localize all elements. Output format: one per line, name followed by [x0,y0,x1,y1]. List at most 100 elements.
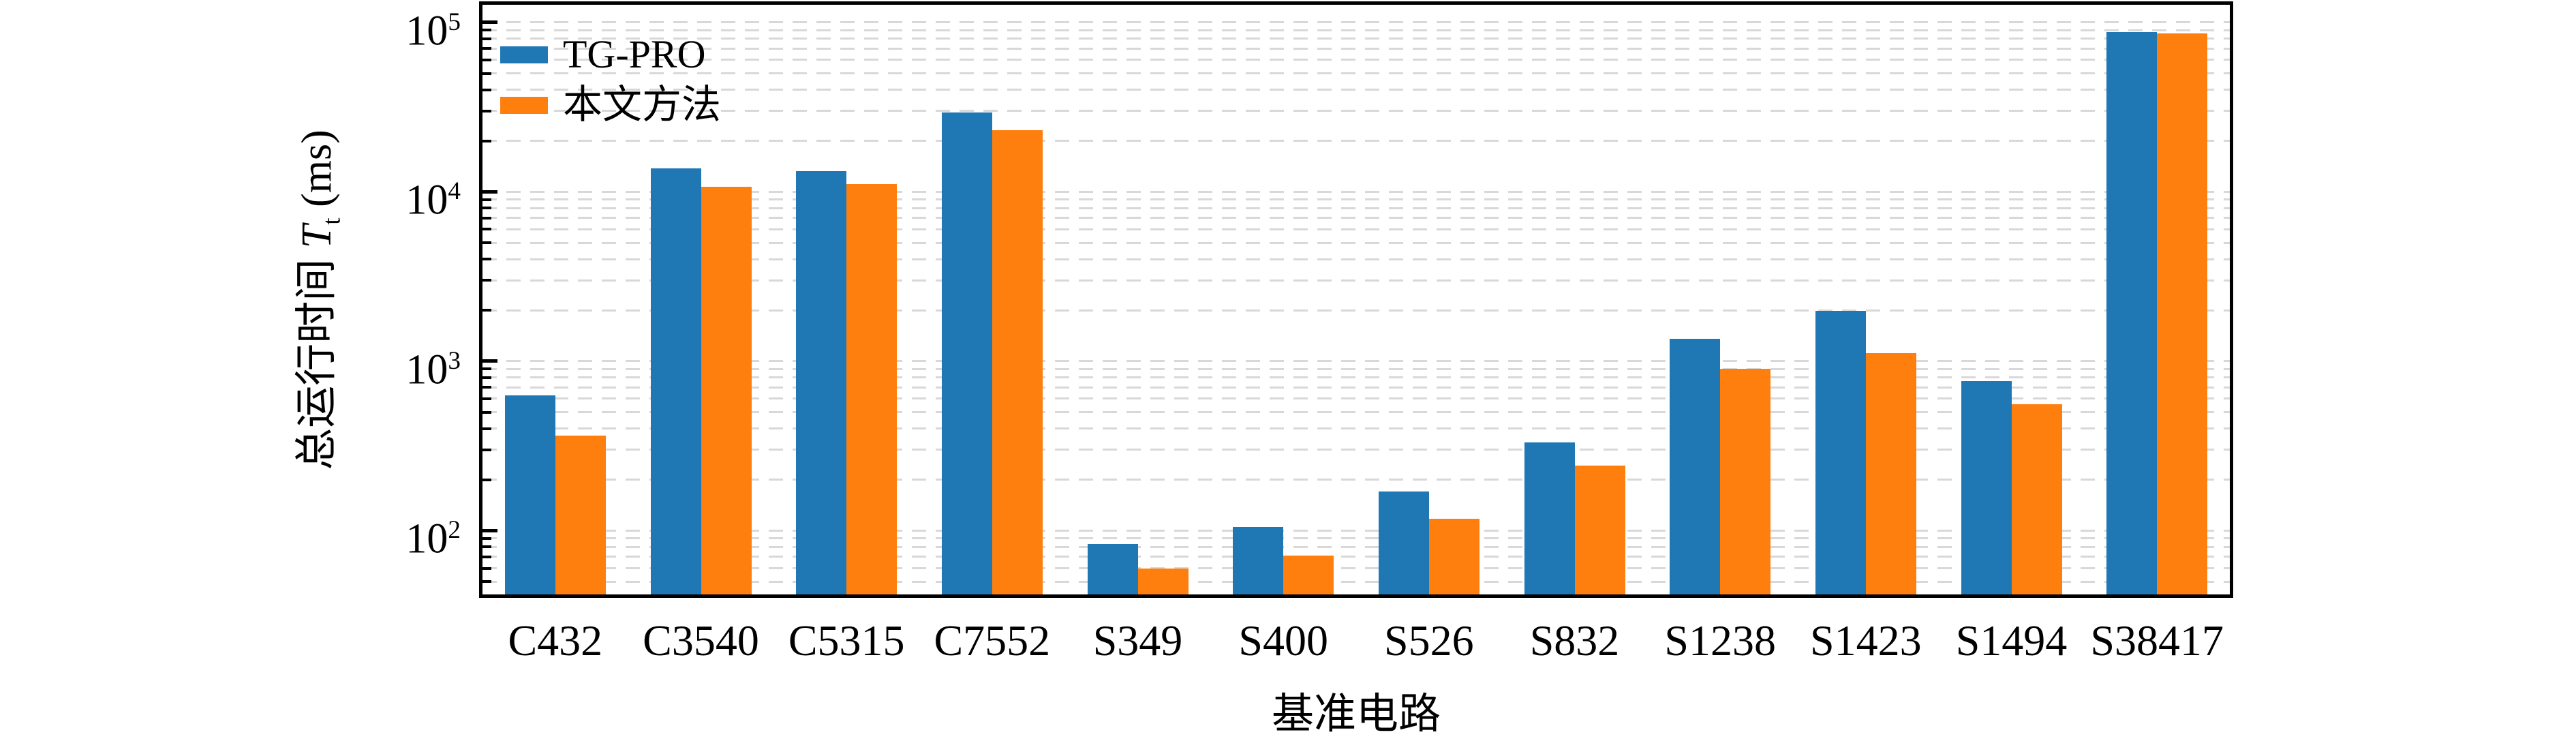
plot-frame [479,1,2233,598]
x-tick-label-S349: S349 [1092,616,1183,665]
y-tick-mark [482,410,491,414]
y-tick-label: 102 [405,516,461,563]
legend-label-tg-pro: TG-PRO [563,32,706,76]
y-tick-mark [482,309,491,312]
bar-TG-PRO-C5315 [796,171,847,594]
y-tick-exponent: 4 [448,177,461,206]
bar-本文方法-S1494 [2011,404,2062,594]
y-tick-mark [482,555,491,558]
y-tick-mark [482,228,491,231]
gridline-minor [482,556,2230,558]
bar-TG-PRO-C432 [504,395,555,594]
y-tick-mark [482,397,491,400]
bar-TG-PRO-S832 [1524,442,1575,594]
y-tick-mark [482,37,491,40]
gridline-minor [482,545,2230,548]
gridline-minor [482,89,2230,91]
gridline-minor [482,228,2230,230]
y-tick-mark [482,448,491,451]
gridline-minor [482,217,2230,220]
gridline-minor [482,110,2230,112]
gridline-minor [482,198,2230,201]
y-tick-mark [482,386,491,389]
y-tick-mark [482,72,491,75]
bar-本文方法-S1423 [1865,352,1916,594]
y-tick-mark [482,367,491,371]
y-tick-mark [482,20,497,25]
bar-本文方法-S38417 [2157,33,2208,594]
gridline-minor [482,59,2230,61]
gridline-minor [482,449,2230,451]
y-tick-mark [482,198,491,201]
gridline-minor [482,479,2230,481]
y-tick-mark [482,258,491,261]
x-tick-label-C432: C432 [508,616,603,665]
y-tick-mark [482,566,491,570]
y-tick-exponent: 3 [448,346,461,375]
x-tick-label-S526: S526 [1384,616,1474,665]
plot-area: TG-PRO 本文方法 [482,5,2230,594]
bar-TG-PRO-S1423 [1815,310,1866,594]
gridline-minor [482,279,2230,282]
y-tick-mark [482,190,497,194]
legend-swatch-tg-pro [500,46,548,63]
legend-item-tg-pro: TG-PRO [500,35,721,74]
bar-TG-PRO-C3540 [650,168,701,594]
y-tick-mark [482,580,491,584]
legend: TG-PRO 本文方法 [500,35,721,125]
bar-TG-PRO-C7552 [941,112,992,594]
bar-TG-PRO-S349 [1087,544,1138,594]
x-axis-title: 基准电路 [1271,691,1441,738]
gridline-major [482,190,2230,193]
y-tick-mark [482,376,491,379]
bar-本文方法-C7552 [992,130,1043,594]
bar-TG-PRO-S526 [1378,492,1429,594]
x-axis-tick-labels: C432 C3540 C5315 C7552 S349 S400 S526 S832 S1238… [482,594,2230,669]
gridline-major [482,21,2230,24]
gridline-minor [482,367,2230,370]
y-tick-mark [482,478,491,481]
bar-TG-PRO-S1494 [1961,381,2012,594]
gridline-major [482,360,2230,363]
x-tick-label-S832: S832 [1529,616,1620,665]
y-tick-mark [482,216,491,220]
gridline-minor [482,397,2230,400]
y-axis-tick-labels: 102 103 104 105 [0,5,467,594]
gridline-minor [482,37,2230,40]
y-tick-exponent: 2 [448,516,461,545]
gridline-minor [482,411,2230,414]
gridline-minor [482,376,2230,379]
x-tick-label-S1423: S1423 [1810,616,1922,665]
y-tick-mark [482,536,491,540]
gridline-minor [482,309,2230,312]
y-tick-mark [482,359,497,363]
y-tick-mark [482,109,491,112]
gridline-minor [482,427,2230,430]
gridline-minor [482,47,2230,50]
x-tick-label-S1238: S1238 [1664,616,1776,665]
gridline-minor [482,207,2230,209]
y-tick-mark [482,88,491,91]
y-tick-mark [482,139,491,142]
y-tick-mark [482,207,491,210]
x-tick-label-C3540: C3540 [643,616,759,665]
y-tick-mark [482,58,491,61]
bar-TG-PRO-S400 [1233,527,1284,594]
bar-TG-PRO-S38417 [2106,31,2158,594]
gridline-minor [482,241,2230,244]
bar-本文方法-C432 [555,435,606,594]
y-tick-label: 104 [405,177,461,224]
gridline-minor [482,258,2230,260]
y-tick-mark [482,279,491,282]
x-tick-label-S400: S400 [1238,616,1328,665]
x-tick-label-S1494: S1494 [1955,616,2068,665]
bar-本文方法-S1238 [1720,369,1771,594]
y-tick-mark [482,29,491,32]
gridline-minor [482,567,2230,569]
legend-label-proposed-method: 本文方法 [563,82,722,127]
y-tick-label: 105 [405,7,461,55]
gridline-minor [482,386,2230,389]
gridline-minor [482,580,2230,583]
y-tick-mark [482,528,497,532]
bar-本文方法-S526 [1428,518,1479,594]
